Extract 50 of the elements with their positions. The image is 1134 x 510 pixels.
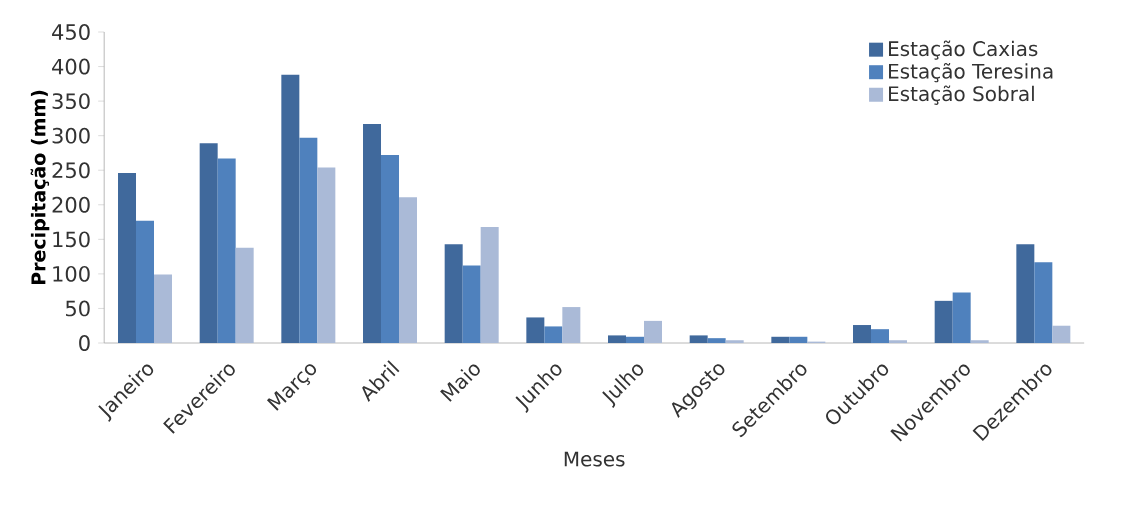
bar [281, 74, 300, 343]
bar [1052, 325, 1071, 343]
bar [154, 274, 173, 343]
bar [853, 325, 872, 343]
bar [199, 143, 218, 343]
bar [462, 265, 481, 343]
bar [118, 172, 137, 343]
bar [889, 340, 908, 343]
legend-label: Estação Caxias [889, 40, 1038, 60]
y-tick-label: 250 [52, 162, 90, 179]
y-tick-label: 150 [53, 231, 90, 248]
y-tick-label: 450 [52, 24, 90, 40]
bar [934, 300, 953, 343]
y-tick-label: 350 [52, 93, 90, 110]
bar [544, 326, 563, 343]
bar [562, 307, 581, 343]
x-axis-title: Meses [564, 451, 625, 467]
bar [444, 244, 463, 343]
bar [644, 320, 663, 343]
bar [626, 336, 645, 343]
bar [725, 340, 744, 343]
legend-label: Estação Teresina [889, 62, 1053, 83]
y-tick-label: 50 [66, 300, 90, 317]
bar [299, 137, 318, 343]
legend-label: Estação Sobral [889, 85, 1034, 105]
y-tick-label: 300 [52, 127, 90, 144]
bar [1016, 244, 1035, 343]
bar [608, 335, 626, 343]
bar [871, 329, 890, 343]
bar [707, 338, 726, 343]
bar [970, 340, 989, 343]
bar [789, 336, 808, 343]
bar [317, 167, 336, 343]
bar [381, 155, 400, 343]
bar [480, 226, 499, 343]
bar [399, 197, 418, 343]
bar [689, 335, 708, 343]
bar [952, 292, 971, 343]
bar [136, 220, 154, 343]
bar [1034, 262, 1053, 343]
y-axis-title: Precipitação (mm) [30, 90, 50, 285]
bar [771, 336, 790, 343]
y-tick-label: 0 [79, 335, 90, 351]
y-tick-label: 200 [52, 196, 90, 213]
bar [235, 247, 254, 343]
bar [217, 158, 236, 343]
y-tick-label: 400 [52, 58, 90, 75]
bar [526, 317, 545, 343]
bar [363, 123, 382, 343]
y-tick-label: 100 [53, 265, 90, 282]
